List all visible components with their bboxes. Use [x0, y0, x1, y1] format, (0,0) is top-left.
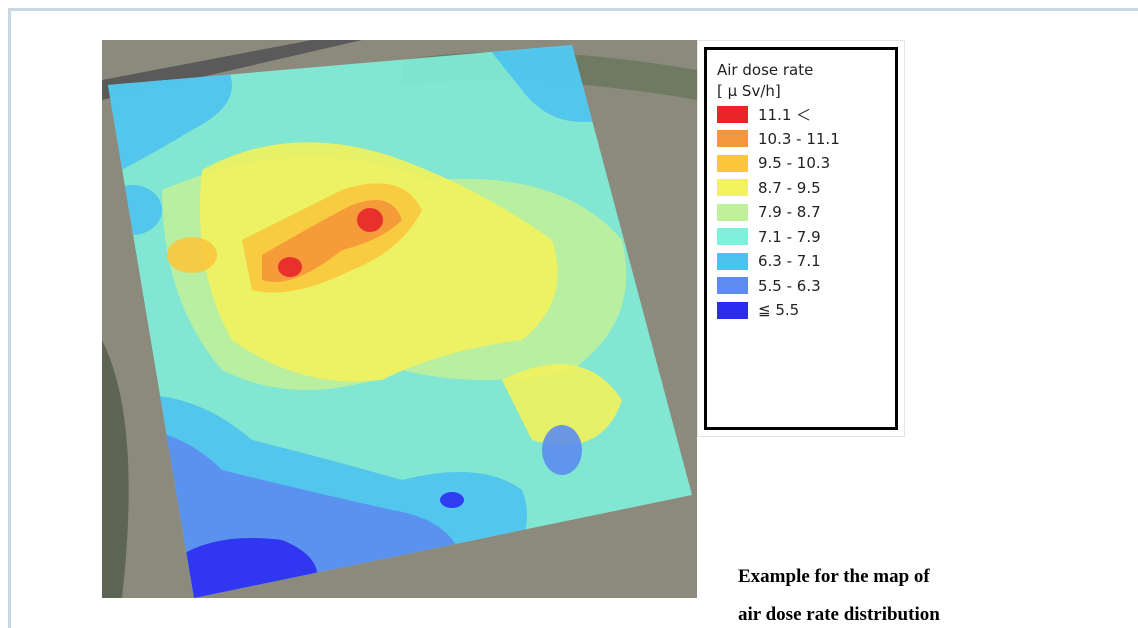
legend: Air dose rate [ μ Sv/h] 11.1 ＜ 10.3 - 11.… [704, 47, 898, 430]
frame-border [8, 8, 1138, 11]
legend-swatch [717, 106, 748, 123]
legend-label: 8.7 - 9.5 [758, 179, 821, 197]
legend-title: Air dose rate [717, 60, 895, 81]
legend-swatch [717, 179, 748, 196]
legend-swatch [717, 253, 748, 270]
legend-label: 10.3 - 11.1 [758, 130, 840, 148]
legend-label: 6.3 - 7.1 [758, 252, 821, 270]
legend-item: 5.5 - 6.3 [717, 274, 895, 299]
legend-label: 11.1 ＜ [758, 104, 811, 125]
legend-panel: Air dose rate [ μ Sv/h] 11.1 ＜ 10.3 - 11.… [697, 40, 905, 437]
legend-label: 7.1 - 7.9 [758, 228, 821, 246]
legend-swatch [717, 204, 748, 221]
legend-swatch [717, 228, 748, 245]
page: {"legend": {"title": "Air dose rate", "u… [0, 0, 1138, 628]
legend-label: 9.5 - 10.3 [758, 154, 830, 172]
legend-items: 11.1 ＜ 10.3 - 11.1 9.5 - 10.3 8.7 - 9.5 7.9 … [717, 102, 895, 323]
map-image [102, 40, 697, 598]
legend-item: ≦ 5.5 [717, 298, 895, 323]
legend-item: 8.7 - 9.5 [717, 176, 895, 201]
contour-region [542, 425, 582, 475]
legend-unit: [ μ Sv/h] [717, 81, 895, 102]
legend-item: 9.5 - 10.3 [717, 151, 895, 176]
caption: Example for the map of [738, 566, 930, 588]
caption: air dose rate distribution [738, 604, 940, 626]
legend-item: 10.3 - 11.1 [717, 127, 895, 152]
contour-region [357, 208, 383, 232]
legend-swatch [717, 130, 748, 147]
legend-item: 11.1 ＜ [717, 102, 895, 127]
legend-item: 7.1 - 7.9 [717, 225, 895, 250]
legend-swatch [717, 155, 748, 172]
legend-label: 5.5 - 6.3 [758, 277, 821, 295]
legend-label: 7.9 - 8.7 [758, 203, 821, 221]
frame-border [8, 8, 11, 628]
contour-region [278, 257, 302, 277]
legend-item: 7.9 - 8.7 [717, 200, 895, 225]
legend-label: ≦ 5.5 [758, 301, 799, 319]
contour-region [167, 237, 217, 273]
legend-item: 6.3 - 7.1 [717, 249, 895, 274]
legend-swatch [717, 302, 748, 319]
legend-swatch [717, 277, 748, 294]
contour-region [440, 492, 464, 508]
